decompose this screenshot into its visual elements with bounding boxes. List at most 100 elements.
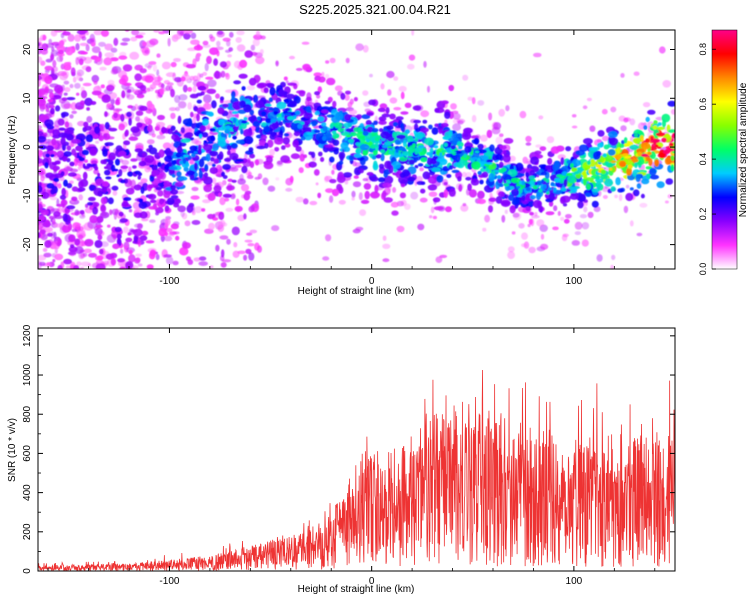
spectrogram-noise-cell (190, 39, 200, 45)
spectrogram-noise-cell (289, 55, 295, 60)
spectrogram-noise-cell (352, 228, 361, 234)
spectrogram-noise-cell (610, 264, 614, 269)
spectrogram-noise-cell (507, 251, 515, 260)
spectrogram-amplitude-cell (157, 161, 162, 168)
spectrogram-amplitude-cell (102, 181, 109, 187)
spectrogram-amplitude-cell (119, 218, 129, 223)
spectrogram-amplitude-cell (619, 161, 626, 167)
spectrogram-noise-cell (348, 109, 358, 115)
spectrogram-amplitude-cell (222, 193, 232, 198)
spectrogram-amplitude-cell (57, 118, 65, 126)
spectrogram-amplitude-cell (607, 162, 613, 169)
spectrogram-noise-cell (484, 214, 490, 223)
spectrogram-amplitude-cell (151, 169, 160, 176)
spectrogram-noise-cell (324, 73, 330, 79)
spectrogram-amplitude-cell (538, 188, 543, 193)
spectrogram-noise-cell (235, 198, 240, 206)
spectrogram-noise-cell (104, 43, 113, 51)
spectrogram-amplitude-cell (289, 175, 294, 183)
spectrogram-amplitude-cell (65, 129, 74, 135)
spectrogram-amplitude-cell (504, 194, 509, 199)
spectrogram-amplitude-cell (125, 237, 133, 243)
spectrogram-amplitude-cell (44, 240, 52, 248)
spectrogram-amplitude-cell (227, 150, 231, 156)
spectrogram-amplitude-cell (92, 206, 99, 215)
spectrogram-amplitude-cell (120, 165, 129, 169)
spectrogram-amplitude-cell (446, 174, 452, 178)
spectrogram-amplitude-cell (102, 133, 111, 141)
spectrogram-noise-cell (52, 59, 57, 68)
spectrogram-noise-cell (380, 83, 385, 90)
spectrogram-amplitude-cell (58, 132, 69, 138)
spectrogram-noise-cell (546, 136, 555, 144)
spectrogram-amplitude-cell (563, 178, 568, 188)
spectrogram-noise-cell (71, 228, 77, 232)
spectrogram-noise-cell (163, 80, 170, 85)
spectrogram-amplitude-cell (631, 158, 639, 163)
spectrogram-amplitude-cell (140, 186, 145, 194)
spectrogram-amplitude-cell (248, 147, 254, 153)
spectrogram-amplitude-cell (174, 181, 184, 187)
spectrogram-noise-cell (382, 243, 391, 249)
spectrogram-noise-cell (614, 194, 618, 199)
spectrogram-noise-cell (170, 112, 176, 120)
spectrogram-amplitude-cell (443, 189, 448, 199)
spectrogram-amplitude-cell (149, 251, 156, 260)
spectrogram-x-tick-label: 0 (369, 276, 375, 287)
spectrogram-amplitude-cell (84, 97, 93, 106)
spectrogram-amplitude-cell (84, 238, 94, 247)
spectrogram-noise-cell (629, 220, 634, 227)
spectrogram-amplitude-cell (238, 73, 248, 79)
spectrogram-amplitude-cell (115, 100, 120, 106)
spectrogram-noise-cell (247, 243, 255, 247)
spectrogram-amplitude-cell (422, 119, 428, 124)
spectrogram-amplitude-cell (424, 137, 434, 146)
spectrogram-amplitude-cell (495, 196, 503, 204)
spectrogram-amplitude-cell (662, 150, 671, 154)
spectrogram-noise-cell (246, 232, 253, 236)
spectrogram-noise-cell (156, 69, 160, 77)
spectrogram-amplitude-cell (136, 122, 143, 128)
spectrogram-amplitude-cell (209, 150, 219, 157)
spectrogram-amplitude-cell (574, 171, 580, 175)
spectrogram-amplitude-cell (115, 158, 120, 166)
spectrogram-amplitude-cell (372, 163, 379, 171)
spectrogram-amplitude-cell (566, 159, 572, 164)
spectrogram-amplitude-cell (224, 128, 231, 134)
spectrogram-amplitude-cell (402, 149, 407, 152)
spectrogram-amplitude-cell (185, 63, 196, 69)
spectrogram-noise-cell (126, 284, 131, 287)
spectrogram-noise-cell (509, 155, 516, 162)
spectrogram-amplitude-cell (171, 160, 177, 165)
spectrogram-amplitude-cell (488, 173, 495, 182)
spectrogram-noise-cell (175, 106, 181, 112)
spectrogram-amplitude-cell (211, 163, 216, 167)
spectrogram-amplitude-cell (224, 157, 232, 162)
spectrogram-amplitude-cell (148, 184, 153, 189)
spectrogram-amplitude-cell (244, 50, 253, 58)
spectrogram-amplitude-cell (229, 152, 239, 161)
spectrogram-noise-cell (101, 30, 109, 37)
spectrogram-amplitude-cell (220, 132, 225, 138)
spectrogram-noise-cell (120, 42, 128, 46)
spectrogram-amplitude-cell (205, 153, 211, 162)
spectrogram-amplitude-cell (400, 122, 405, 132)
spectrogram-noise-cell (525, 142, 532, 146)
spectrogram-noise-cell (198, 256, 207, 261)
spectrogram-amplitude-cell (672, 132, 675, 137)
spectrogram-amplitude-cell (343, 146, 351, 152)
spectrogram-amplitude-cell (207, 213, 215, 220)
spectrogram-noise-cell (76, 69, 85, 77)
spectrogram-amplitude-cell (133, 228, 143, 237)
spectrogram-amplitude-cell (196, 92, 203, 97)
spectrogram-noise-cell (623, 205, 629, 214)
spectrogram-amplitude-cell (231, 110, 239, 115)
spectrogram-noise-cell (170, 61, 177, 68)
spectrogram-noise-cell (219, 235, 229, 240)
spectrogram-amplitude-cell (50, 107, 55, 115)
spectrogram-amplitude-cell (402, 139, 407, 148)
spectrogram-noise-cell (512, 212, 520, 218)
spectrogram-noise-cell (182, 84, 188, 93)
spectrogram-amplitude-cell (356, 114, 363, 120)
spectrogram-amplitude-cell (203, 184, 212, 193)
